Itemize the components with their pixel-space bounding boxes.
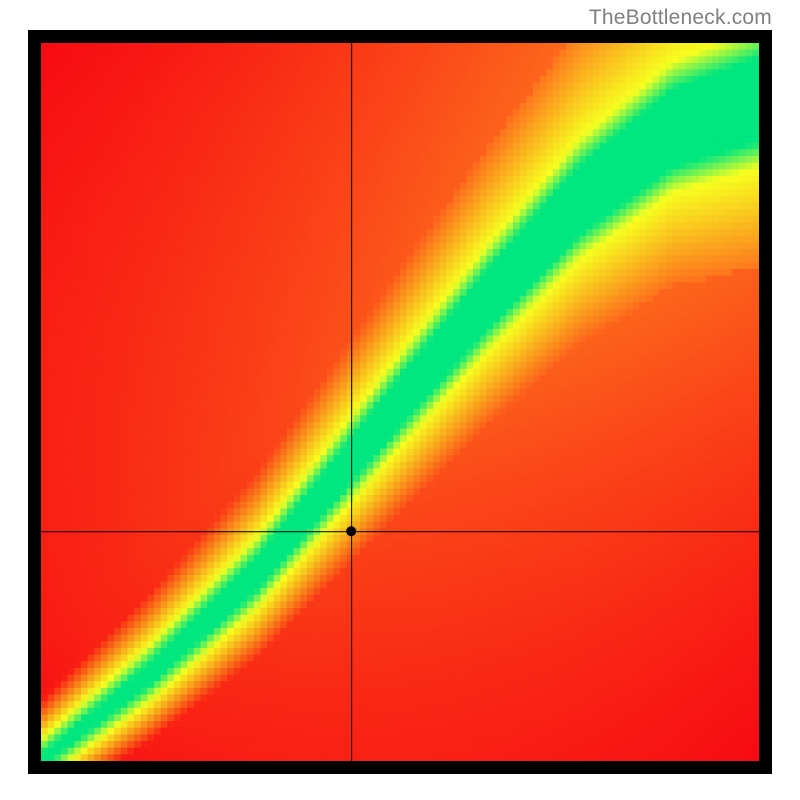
plot-frame [28, 30, 772, 774]
heatmap-canvas [41, 43, 759, 761]
watermark-text: TheBottleneck.com [589, 6, 772, 30]
